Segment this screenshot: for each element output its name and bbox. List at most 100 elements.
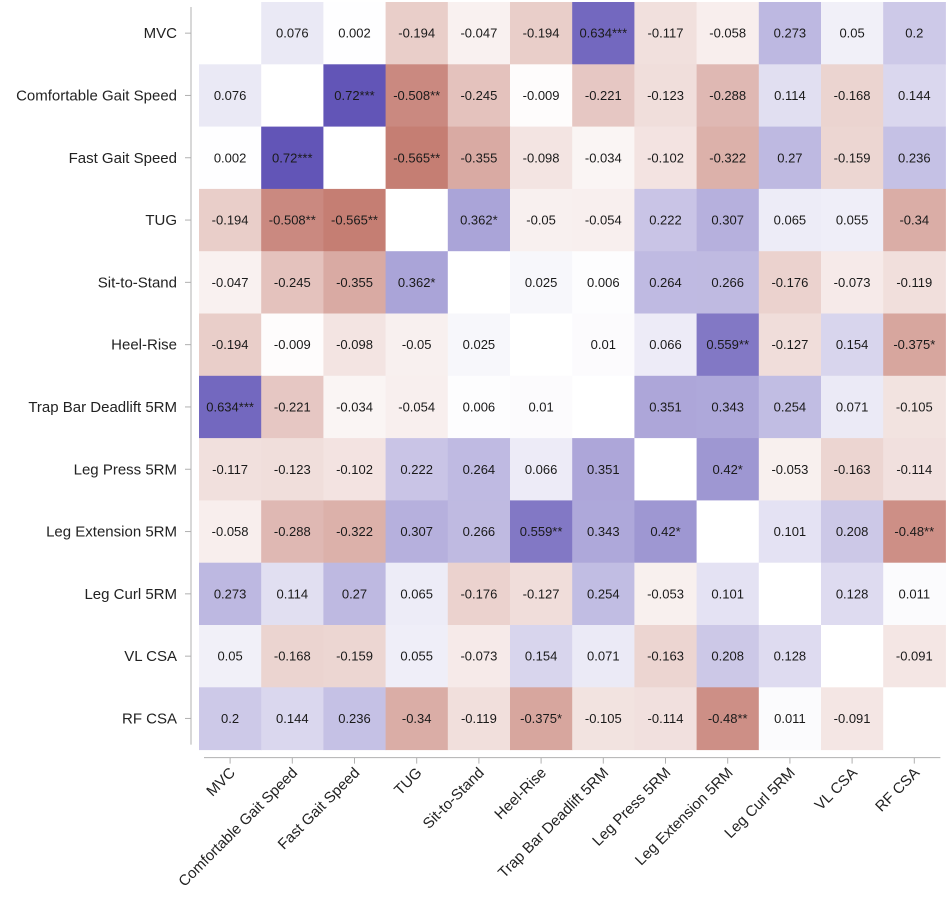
y-tick-label-tug: TUG (145, 212, 177, 229)
cell-label-heel-rise-x-leg-curl-5rm: -0.127 (771, 337, 808, 352)
y-tick-label-rf-csa: RF CSA (122, 710, 177, 727)
y-tick-label-leg-extension-5rm: Leg Extension 5RM (46, 524, 177, 541)
heatmap-cell-trap-bar-deadlift-5rm-x-heel-rise (510, 375, 573, 439)
cell-label-trap-bar-deadlift-5rm-x-leg-extension-5rm: 0.343 (711, 399, 744, 414)
cell-label-tug-x-rf-csa: -0.34 (899, 213, 929, 228)
heatmap-cell-comfortable-gait-speed-x-sit-to-stand (447, 64, 511, 128)
heatmap-cell-fast-gait-speed-x-heel-rise (510, 126, 573, 190)
heatmap-cell-sit-to-stand-x-leg-curl-5rm (758, 251, 822, 314)
heatmap-cell-mvc-x-tug (385, 2, 449, 65)
cell-label-leg-extension-5rm-x-tug: 0.307 (400, 524, 433, 539)
cell-label-vl-csa-x-leg-extension-5rm: 0.208 (711, 649, 744, 664)
cell-label-fast-gait-speed-x-sit-to-stand: -0.355 (460, 150, 497, 165)
heatmap-cell-tug-x-leg-press-5rm (634, 188, 698, 252)
y-tick-label-mvc: MVC (144, 25, 178, 42)
y-tick-label-heel-rise: Heel-Rise (111, 337, 177, 354)
heatmap-cell-labels: 0.076 0.002 -0.194 -0.047 -0.194 0.634*** -0.1… (206, 26, 935, 726)
heatmap-cell-tug-x-heel-rise (510, 188, 573, 252)
cell-label-vl-csa-x-leg-curl-5rm: 0.128 (774, 649, 807, 664)
heatmap-cell-comfortable-gait-speed-x-comfortable-gait-speed (261, 64, 324, 128)
heatmap-cell-leg-curl-5rm-x-comfortable-gait-speed (261, 562, 324, 626)
heatmap-cell-leg-press-5rm-x-fast-gait-speed (323, 438, 387, 501)
heatmap-cell-fast-gait-speed-x-leg-extension-5rm (696, 126, 760, 190)
cell-label-mvc-x-trap-bar-deadlift-5rm: 0.634*** (579, 26, 627, 41)
cell-label-sit-to-stand-x-rf-csa: -0.119 (896, 275, 932, 290)
cell-label-leg-press-5rm-x-tug: 0.222 (400, 462, 433, 477)
x-tick-label-heel-rise: Heel-Rise (491, 764, 550, 823)
cell-label-leg-curl-5rm-x-sit-to-stand: -0.176 (460, 586, 497, 601)
heatmap-cell-rf-csa-x-heel-rise (510, 687, 573, 751)
cell-label-leg-extension-5rm-x-sit-to-stand: 0.266 (463, 524, 496, 539)
cell-label-heel-rise-x-trap-bar-deadlift-5rm: 0.01 (591, 337, 616, 352)
heatmap-cell-comfortable-gait-speed-x-leg-curl-5rm (758, 64, 822, 128)
cell-label-leg-extension-5rm-x-comfortable-gait-speed: -0.288 (274, 524, 311, 539)
heatmap-cell-leg-extension-5rm-x-trap-bar-deadlift-5rm (572, 500, 635, 564)
cell-label-trap-bar-deadlift-5rm-x-sit-to-stand: 0.006 (463, 399, 496, 414)
cell-label-leg-extension-5rm-x-trap-bar-deadlift-5rm: 0.343 (587, 524, 620, 539)
cell-label-heel-rise-x-vl-csa: 0.154 (836, 337, 869, 352)
cell-label-comfortable-gait-speed-x-leg-extension-5rm: -0.288 (709, 88, 746, 103)
heatmap-cell-leg-curl-5rm-x-mvc (199, 562, 262, 626)
cell-label-leg-curl-5rm-x-heel-rise: -0.127 (523, 586, 560, 601)
cell-label-vl-csa-x-tug: 0.055 (400, 649, 433, 664)
heatmap-cell-comfortable-gait-speed-x-trap-bar-deadlift-5rm (572, 64, 635, 128)
heatmap-cell-mvc-x-heel-rise (510, 2, 573, 65)
heatmap-cell-fast-gait-speed-x-sit-to-stand (447, 126, 511, 190)
cell-label-sit-to-stand-x-mvc: -0.047 (212, 275, 249, 290)
heatmap-cell-comfortable-gait-speed-x-heel-rise (510, 64, 573, 128)
heatmap-cell-vl-csa-x-vl-csa (821, 625, 884, 688)
cell-label-sit-to-stand-x-trap-bar-deadlift-5rm: 0.006 (587, 275, 620, 290)
cell-label-leg-extension-5rm-x-vl-csa: 0.208 (836, 524, 869, 539)
heatmap-cell-heel-rise-x-leg-extension-5rm (696, 313, 760, 377)
heatmap-cell-leg-curl-5rm-x-trap-bar-deadlift-5rm (572, 562, 635, 626)
x-tick-label-vl-csa: VL CSA (812, 764, 861, 813)
cell-label-leg-press-5rm-x-trap-bar-deadlift-5rm: 0.351 (587, 462, 620, 477)
heatmap-cell-leg-extension-5rm-x-leg-curl-5rm (758, 500, 822, 564)
cell-label-tug-x-heel-rise: -0.05 (526, 213, 556, 228)
heatmap-cell-rf-csa-x-mvc (199, 687, 262, 751)
cell-label-leg-press-5rm-x-leg-extension-5rm: 0.42* (713, 462, 743, 477)
heatmap-cell-sit-to-stand-x-sit-to-stand (447, 251, 511, 314)
cell-label-leg-press-5rm-x-heel-rise: 0.066 (525, 462, 558, 477)
heatmap-cell-comfortable-gait-speed-x-mvc (199, 64, 262, 128)
cell-label-tug-x-leg-extension-5rm: 0.307 (711, 213, 744, 228)
cell-label-leg-curl-5rm-x-mvc: 0.273 (214, 586, 247, 601)
heatmap-cell-mvc-x-vl-csa (821, 2, 884, 65)
y-tick-label-sit-to-stand: Sit-to-Stand (98, 274, 177, 291)
heatmap-cell-heel-rise-x-rf-csa (883, 313, 946, 377)
cell-label-leg-press-5rm-x-leg-curl-5rm: -0.053 (771, 462, 808, 477)
heatmap-cell-leg-curl-5rm-x-fast-gait-speed (323, 562, 387, 626)
x-tick-label-comfortable-gait-speed: Comfortable Gait Speed (175, 764, 301, 890)
cell-label-sit-to-stand-x-leg-curl-5rm: -0.176 (771, 275, 808, 290)
heatmap-cell-comfortable-gait-speed-x-vl-csa (821, 64, 884, 128)
x-tick-label-tug: TUG (391, 764, 425, 798)
heatmap-cell-fast-gait-speed-x-tug (385, 126, 449, 190)
heatmap-cell-vl-csa-x-comfortable-gait-speed (261, 625, 324, 688)
cell-label-vl-csa-x-sit-to-stand: -0.073 (460, 649, 497, 664)
cell-label-mvc-x-leg-extension-5rm: -0.058 (709, 26, 746, 41)
cell-label-mvc-x-fast-gait-speed: 0.002 (338, 26, 371, 41)
cell-label-vl-csa-x-trap-bar-deadlift-5rm: 0.071 (587, 649, 620, 664)
cell-label-heel-rise-x-tug: -0.05 (402, 337, 432, 352)
heatmap-cell-mvc-x-sit-to-stand (447, 2, 511, 65)
cell-label-rf-csa-x-trap-bar-deadlift-5rm: -0.105 (585, 711, 622, 726)
cell-label-tug-x-leg-press-5rm: 0.222 (649, 213, 682, 228)
cell-label-mvc-x-heel-rise: -0.194 (523, 26, 560, 41)
cell-label-heel-rise-x-mvc: -0.194 (212, 337, 249, 352)
cell-label-comfortable-gait-speed-x-trap-bar-deadlift-5rm: -0.221 (585, 88, 622, 103)
heatmap-cell-mvc-x-leg-press-5rm (634, 2, 698, 65)
cell-label-rf-csa-x-tug: -0.34 (402, 711, 432, 726)
cell-label-tug-x-sit-to-stand: 0.362* (460, 213, 498, 228)
heatmap-cell-rf-csa-x-rf-csa (883, 687, 946, 751)
cell-label-vl-csa-x-rf-csa: -0.091 (896, 649, 933, 664)
cell-label-trap-bar-deadlift-5rm-x-rf-csa: -0.105 (896, 399, 933, 414)
y-tick-label-leg-curl-5rm: Leg Curl 5RM (84, 586, 177, 603)
cell-label-leg-curl-5rm-x-vl-csa: 0.128 (836, 586, 869, 601)
cell-label-sit-to-stand-x-comfortable-gait-speed: -0.245 (274, 275, 311, 290)
cell-label-tug-x-vl-csa: 0.055 (836, 213, 869, 228)
cell-label-heel-rise-x-leg-press-5rm: 0.066 (649, 337, 682, 352)
heatmap-cell-sit-to-stand-x-trap-bar-deadlift-5rm (572, 251, 635, 314)
heatmap-cell-leg-press-5rm-x-leg-curl-5rm (758, 438, 822, 501)
heatmap-cell-leg-press-5rm-x-mvc (199, 438, 262, 501)
heatmap-cell-fast-gait-speed-x-fast-gait-speed (323, 126, 387, 190)
